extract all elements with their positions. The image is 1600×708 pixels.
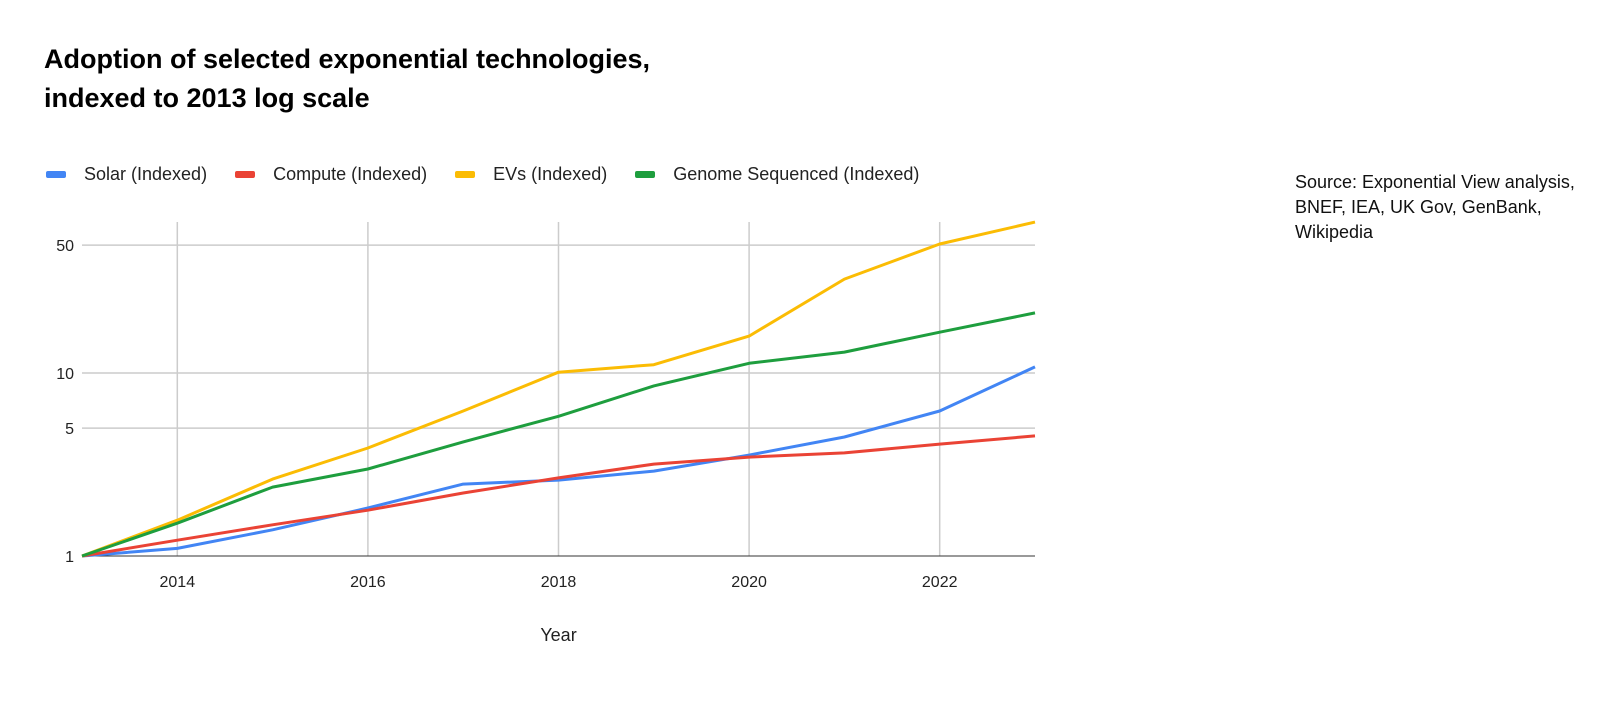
y-tick-label: 50	[56, 238, 74, 255]
legend-label: Genome Sequenced (Indexed)	[673, 164, 920, 184]
legend-label: EVs (Indexed)	[493, 164, 608, 184]
legend-item: Solar (Indexed)	[46, 164, 207, 185]
x-tick-label: 2016	[350, 574, 386, 591]
source-note: Source: Exponential View analysis, BNEF,…	[1295, 172, 1575, 242]
chart-title-line-2: indexed to 2013 log scale	[44, 83, 370, 113]
y-tick-label: 5	[65, 421, 74, 438]
x-tick-label: 2022	[922, 574, 958, 591]
x-axis-title: Year	[540, 625, 576, 645]
legend-label: Compute (Indexed)	[273, 164, 428, 184]
legend-swatch	[635, 171, 656, 178]
legend-item: EVs (Indexed)	[455, 164, 607, 185]
series-line-compute	[81, 434, 1036, 558]
legend-item: Genome Sequenced (Indexed)	[635, 164, 919, 185]
x-tick-label: 2020	[731, 574, 767, 591]
series-line-evs	[81, 220, 1036, 558]
legend-label: Solar (Indexed)	[84, 164, 208, 184]
series-line-solar	[81, 365, 1036, 558]
y-tick-label: 10	[56, 366, 74, 383]
series-line-genome	[81, 311, 1036, 558]
chart-title-line-1: Adoption of selected exponential technol…	[44, 44, 651, 74]
legend-swatch	[235, 171, 256, 178]
x-tick-label: 2014	[160, 574, 196, 591]
chart-title: Adoption of selected exponential technol…	[44, 40, 944, 118]
legend-swatch	[455, 171, 476, 178]
legend-swatch	[46, 171, 66, 178]
x-tick-label: 2018	[541, 574, 577, 591]
legend-item: Compute (Indexed)	[235, 164, 427, 185]
y-tick-label: 1	[65, 549, 74, 566]
legend: Solar (Indexed) Compute (Indexed) EVs (Ind…	[46, 164, 947, 185]
